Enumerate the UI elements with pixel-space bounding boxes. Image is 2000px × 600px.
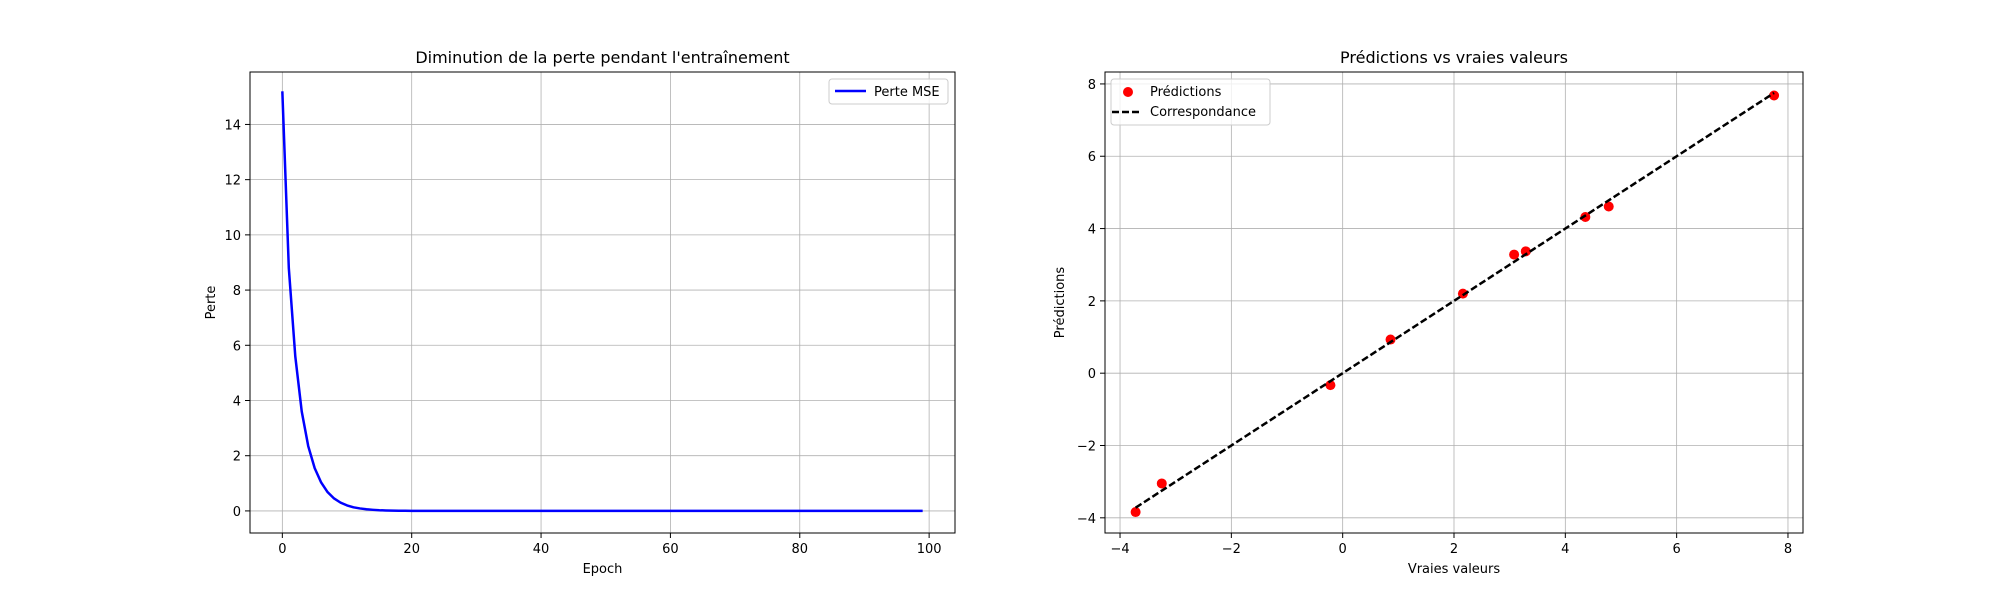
data-point-1 xyxy=(1156,478,1167,489)
predictions-xtick-label-6: 6 xyxy=(1673,542,1681,557)
legend-label-predictions: Prédictions xyxy=(1150,85,1222,100)
predictions-xtick-label-2: 2 xyxy=(1450,542,1458,557)
loss-ytick-label-0: 0 xyxy=(233,505,241,520)
loss-chart-ticks: 0 20 40 60 80 100 0 2 4 6 8 10 12 14 xyxy=(224,118,941,557)
loss-ytick-label-2: 2 xyxy=(233,450,241,465)
predictions-chart-plot-area xyxy=(1130,90,1780,518)
loss-chart-grid xyxy=(250,72,955,533)
predictions-xtick-label-4: 4 xyxy=(1561,542,1569,557)
loss-xtick-label-0: 0 xyxy=(278,542,286,557)
predictions-ytick-label-4: 4 xyxy=(1088,223,1096,238)
loss-ytick-label-6: 6 xyxy=(233,339,241,354)
loss-ytick-label-8: 8 xyxy=(233,284,241,299)
identity-line xyxy=(1134,91,1775,509)
loss-line xyxy=(281,91,923,513)
predictions-ytick-label-6: 6 xyxy=(1088,150,1096,165)
data-point-6 xyxy=(1520,246,1531,257)
data-point-2 xyxy=(1325,380,1336,391)
predictions-chart-grid xyxy=(1105,72,1803,533)
loss-chart-ylabel: Perte xyxy=(204,286,219,320)
predictions-chart-xlabel: Vraies valeurs xyxy=(1408,562,1501,577)
predictions-chart-legend-box xyxy=(1110,78,1271,126)
loss-chart-plot-area xyxy=(281,91,923,513)
loss-chart-title: Diminution de la perte pendant l'entraîn… xyxy=(415,48,789,67)
predictions-ytick-label-8: 8 xyxy=(1088,78,1096,93)
loss-xtick-label-60: 60 xyxy=(662,542,679,557)
legend-swatch-predictions xyxy=(1123,87,1133,97)
predictions-ytick-label-0: 0 xyxy=(1088,367,1096,382)
predictions-xtick-label--4: −4 xyxy=(1110,542,1129,557)
loss-chart-xlabel: Epoch xyxy=(583,562,623,577)
legend-label-perte-mse: Perte MSE xyxy=(874,85,940,100)
data-point-3 xyxy=(1385,334,1396,345)
loss-ytick-label-10: 10 xyxy=(224,229,241,244)
data-point-0 xyxy=(1130,507,1141,518)
predictions-chart-title: Prédictions vs vraies valeurs xyxy=(1340,48,1568,67)
predictions-xtick-label--2: −2 xyxy=(1222,542,1241,557)
loss-xtick-label-20: 20 xyxy=(403,542,420,557)
predictions-xtick-label-8: 8 xyxy=(1784,542,1792,557)
predictions-chart: −4 −2 0 2 4 6 8 −4 −2 0 2 4 6 8 Prédictions vs vraies… xyxy=(1053,48,1804,577)
loss-ytick-label-12: 12 xyxy=(224,174,241,189)
predictions-ytick-label-2: 2 xyxy=(1088,295,1096,310)
loss-chart-frame xyxy=(249,71,956,534)
data-point-8 xyxy=(1603,201,1614,212)
predictions-xtick-label-0: 0 xyxy=(1339,542,1347,557)
loss-chart: 0 20 40 60 80 100 0 2 4 6 8 10 12 14 Diminution de la… xyxy=(204,48,956,577)
loss-xtick-label-40: 40 xyxy=(533,542,550,557)
legend-label-correspondance: Correspondance xyxy=(1150,105,1256,120)
predictions-ytick-label--4: −4 xyxy=(1077,512,1096,527)
predictions-ytick-label--2: −2 xyxy=(1077,440,1096,455)
predictions-chart-ylabel: Prédictions xyxy=(1053,267,1068,339)
predictions-chart-legend: Prédictions Correspondance xyxy=(1110,78,1271,126)
loss-xtick-label-80: 80 xyxy=(791,542,808,557)
loss-ytick-label-14: 14 xyxy=(224,118,241,133)
data-point-9 xyxy=(1769,90,1780,101)
loss-xtick-label-100: 100 xyxy=(917,542,942,557)
data-point-5 xyxy=(1509,249,1520,260)
loss-chart-legend: Perte MSE xyxy=(828,78,949,105)
predictions-chart-ticks: −4 −2 0 2 4 6 8 −4 −2 0 2 4 6 8 xyxy=(1077,78,1792,557)
loss-chart-legend-box xyxy=(828,78,949,105)
loss-ytick-label-4: 4 xyxy=(233,394,241,409)
